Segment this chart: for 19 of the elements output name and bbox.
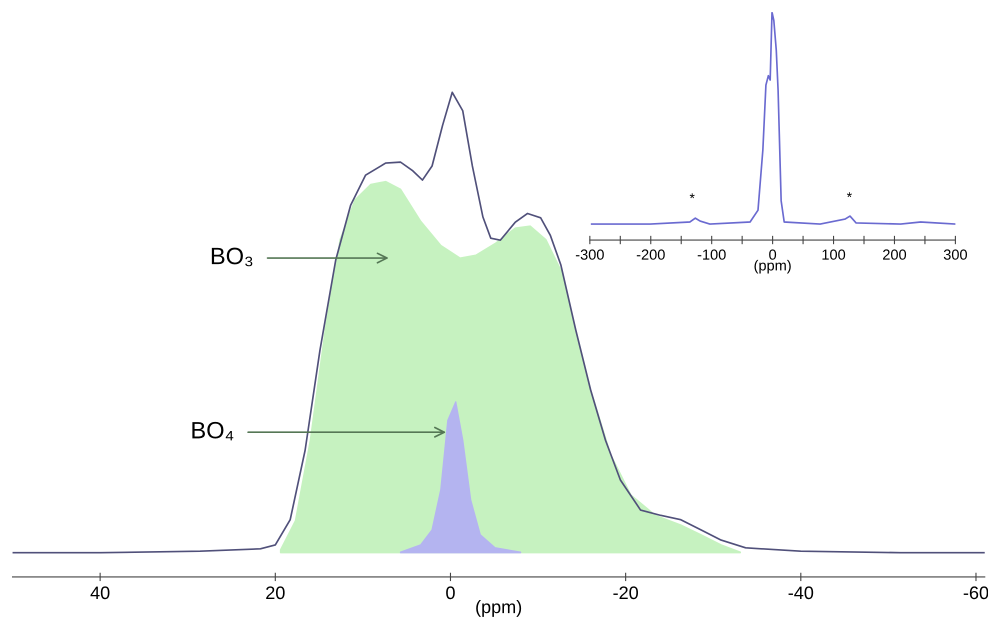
x-tick-label: 100 [822, 249, 846, 260]
x-tick-label: -200 [636, 249, 665, 260]
x-tick-label: 20 [266, 586, 285, 600]
x-tick-label: 200 [883, 249, 906, 260]
x-tick-label: 300 [944, 249, 967, 260]
x-tick-label: 40 [90, 586, 110, 600]
annotation: BO₃ [212, 248, 252, 266]
annotation: * [690, 193, 695, 198]
x-tick-label: -60 [964, 586, 988, 600]
x-tick-label: -300 [576, 249, 604, 260]
x-tick-label: 0 [446, 586, 455, 600]
annotation: * [846, 192, 852, 198]
x-tick-label: 0 [769, 249, 776, 260]
annotation: BO₄ [192, 422, 234, 440]
x-tick-label: -20 [613, 586, 638, 600]
x-tick-label: -40 [788, 586, 814, 600]
x-axis-title: (ppm) [754, 260, 791, 274]
x-tick-label: -100 [698, 249, 726, 260]
x-axis-title: (ppm) [476, 600, 522, 617]
